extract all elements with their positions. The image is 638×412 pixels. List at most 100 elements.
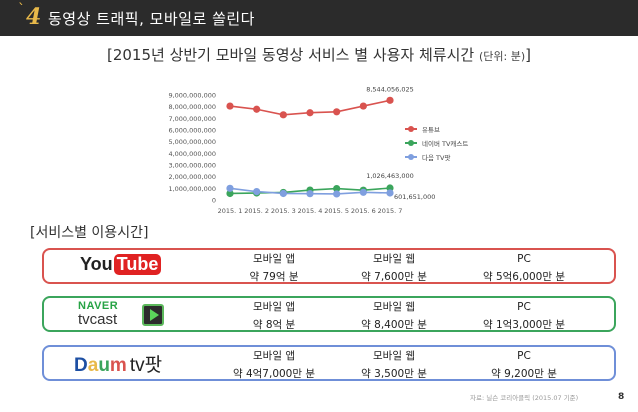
metric-value: 약 1억3,000만 분 (482, 319, 566, 331)
tvcast-logo-text: tvcast (78, 311, 118, 328)
metric-label: 모바일 앱 (253, 301, 295, 313)
data-point-daum (253, 188, 261, 196)
data-point-naver (386, 184, 394, 192)
data-point-daum (306, 190, 314, 198)
y-tick-label: 1,000,000,000 (168, 185, 216, 193)
metric-value: 약 8,400만 분 (361, 319, 427, 331)
data-point-daum (333, 190, 341, 198)
metric-mobile-app: 모바일 앱 약 8억 분 (214, 298, 334, 332)
data-label: 8,544,056,025 (366, 85, 414, 93)
metric-mobile-web: 모바일 웹 약 7,600만 분 (334, 250, 454, 284)
metric-value: 약 5억6,000만 분 (482, 271, 566, 283)
metric-label: 모바일 웹 (373, 350, 415, 362)
section-title: [서비스별 이용시간] (30, 225, 149, 241)
metric-label: PC (517, 301, 531, 313)
data-point-youtube (359, 102, 367, 110)
metric-label: 모바일 앱 (253, 350, 295, 362)
data-label: 601,651,000 (394, 193, 435, 201)
metric-label: 모바일 앱 (253, 253, 295, 265)
chart-title: [2015년 상반기 모바일 동영상 서비스 별 사용자 체류시간 (단위: 분… (0, 44, 638, 65)
tvpot-logo-text: tv팟 (129, 355, 163, 376)
line-chart: 0 1,000,000,000 2,000,000,000 3,000,000,000… (168, 85, 435, 215)
data-label: 1,026,463,000 (366, 172, 414, 180)
y-tick-label: 6,000,000,000 (168, 127, 216, 135)
metric-mobile-app: 모바일 앱 약 79억 분 (214, 250, 334, 284)
naver-tvcast-logo-icon: NAVER tvcast (78, 299, 178, 331)
data-point-youtube (253, 105, 261, 113)
naver-logo-text: NAVER (78, 300, 119, 312)
data-point-youtube (306, 109, 314, 117)
metric-pc: PC 약 1억3,000만 분 (464, 298, 584, 332)
metric-pc: PC 약 5억6,000만 분 (464, 250, 584, 284)
youtube-logo-icon: You Tube (80, 254, 162, 275)
data-point-daum (226, 184, 234, 192)
chart-title-unit: (단위: 분) (478, 50, 526, 63)
metric-value: 약 7,600만 분 (361, 271, 427, 283)
metric-label: 모바일 웹 (373, 253, 415, 265)
header-bar: ` 4 동영상 트래픽, 모바일로 쏠린다 (0, 0, 638, 36)
daum-logo-u: u (98, 355, 110, 376)
y-tick-label: 2,000,000,000 (168, 173, 216, 181)
header-tick: ` (18, 2, 25, 18)
metric-pc: PC 약 9,200만 분 (464, 347, 584, 381)
youtube-logo-tube: Tube (113, 254, 162, 275)
metric-mobile-app: 모바일 앱 약 4억7,000만 분 (214, 347, 334, 381)
daum-logo-a: a (87, 355, 99, 376)
data-point-daum (279, 189, 287, 198)
y-tick-label: 9,000,000,000 (168, 92, 216, 100)
x-tick-label: 2015. 5 (324, 207, 349, 215)
data-point-youtube (333, 108, 341, 116)
legend-item-daum: 다음 TV팟 (405, 151, 468, 162)
service-card-naver: NAVER tvcast 모바일 앱 약 8억 분 모바일 웹 약 8,400만… (42, 296, 616, 332)
metric-value: 약 79억 분 (249, 271, 299, 283)
y-tick-label: 5,000,000,000 (168, 138, 216, 146)
chart-title-main: [2015년 상반기 모바일 동영상 서비스 별 사용자 체류시간 (106, 46, 475, 64)
legend-label: 네이버 TV캐스트 (422, 139, 469, 148)
legend-marker-icon (405, 153, 417, 161)
legend-label: 유튜브 (422, 125, 440, 134)
metric-value: 약 8억 분 (252, 319, 296, 331)
data-point-naver (226, 189, 234, 198)
y-tick-label: 0 (212, 197, 216, 205)
daum-logo-d: D (74, 355, 88, 376)
y-tick-label: 7,000,000,000 (168, 115, 216, 123)
section-number: 4 (26, 4, 42, 30)
data-point-youtube (226, 102, 234, 110)
x-tick-label: 2015. 6 (351, 207, 376, 215)
chart-title-close: ] (525, 46, 531, 64)
daum-logo-m: m (109, 355, 127, 376)
youtube-logo-you: You (80, 254, 113, 274)
y-tick-label: 8,000,000,000 (168, 103, 216, 111)
x-tick-label: 2015. 7 (378, 207, 403, 215)
service-card-youtube: You Tube 모바일 앱 약 79억 분 모바일 웹 약 7,600만 분 P… (42, 248, 616, 284)
legend-item-naver: 네이버 TV캐스트 (405, 137, 468, 148)
page-number: 8 (618, 392, 625, 402)
metric-label: 모바일 웹 (373, 301, 415, 313)
chart-legend: 유튜브 네이버 TV캐스트 다음 TV팟 (405, 123, 468, 165)
legend-label: 다음 TV팟 (422, 153, 451, 162)
x-tick-label: 2015. 2 (244, 207, 269, 215)
metric-mobile-web: 모바일 웹 약 8,400만 분 (334, 298, 454, 332)
metric-label: PC (517, 253, 531, 265)
metric-value: 약 4억7,000만 분 (232, 368, 316, 380)
data-point-daum (359, 188, 367, 196)
legend-item-youtube: 유튜브 (405, 123, 468, 134)
x-tick-label: 2015. 3 (271, 207, 296, 215)
source-note: 자료: 닐슨 코리아클릭 (2015.07 기준) (470, 394, 579, 402)
data-point-naver (333, 184, 341, 193)
y-tick-label: 4,000,000,000 (168, 150, 216, 158)
metric-value: 약 9,200만 분 (491, 368, 557, 380)
metric-value: 약 3,500만 분 (361, 368, 427, 380)
legend-marker-icon (405, 125, 417, 133)
metric-mobile-web: 모바일 웹 약 3,500만 분 (334, 347, 454, 381)
x-tick-label: 2015. 1 (218, 207, 243, 215)
legend-marker-icon (405, 139, 417, 147)
data-point-daum (386, 189, 394, 197)
metric-label: PC (517, 350, 531, 362)
data-point-youtube (386, 96, 394, 104)
y-tick-label: 3,000,000,000 (168, 162, 216, 170)
play-icon (142, 304, 164, 326)
x-tick-label: 2015. 4 (298, 207, 323, 215)
